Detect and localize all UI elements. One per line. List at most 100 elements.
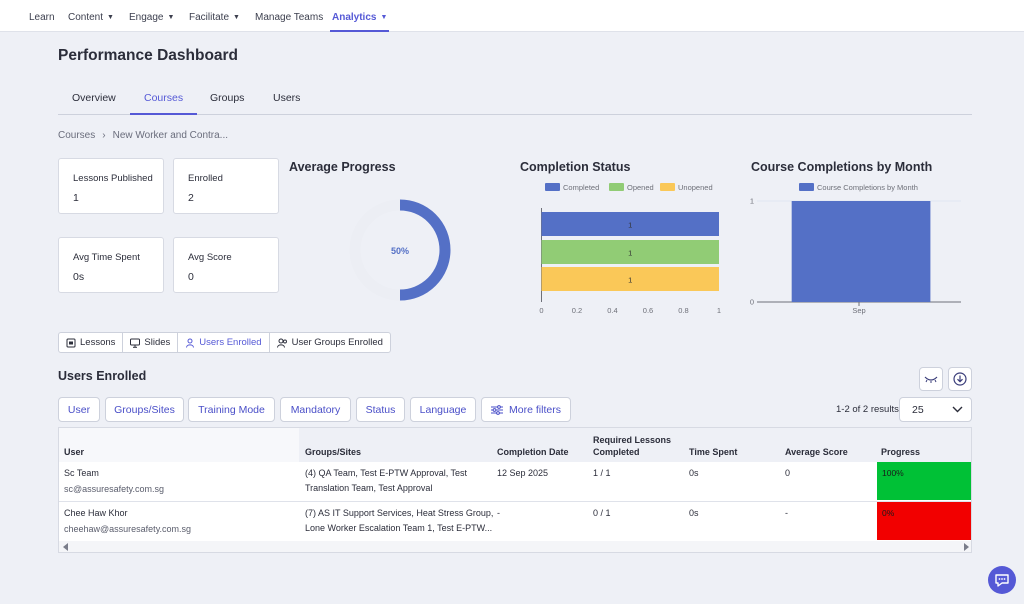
chevron-down-icon: ▼: [167, 14, 175, 21]
col-completion-date[interactable]: Completion Date: [497, 447, 569, 457]
subtab-lessons[interactable]: Lessons: [59, 333, 124, 352]
average-progress-title: Average Progress: [289, 160, 396, 174]
filter-groups-sites[interactable]: Groups/Sites: [105, 397, 184, 422]
chevron-down-icon: ▼: [107, 14, 114, 21]
x-tick-label: 0.2: [572, 306, 582, 315]
row1-time-spent: 0s: [689, 468, 699, 478]
legend-swatch-unopened[interactable]: [660, 183, 675, 191]
x-tick-label: 1: [717, 306, 721, 315]
enrollment-subtabs: Lessons Slides Users Enrolled User Group…: [58, 332, 391, 353]
legend-label-unopened[interactable]: Unopened: [678, 183, 713, 192]
breadcrumb-current: New Worker and Contra...: [112, 130, 229, 141]
bar-sep[interactable]: [791, 201, 931, 302]
page-size-select[interactable]: 25: [899, 397, 972, 422]
nav-analytics[interactable]: Analytics ▼: [330, 0, 390, 32]
nav-engage[interactable]: Engage ▼: [129, 12, 175, 23]
tab-users[interactable]: Users: [273, 92, 301, 104]
row-divider: [59, 501, 971, 502]
col-required-lessons[interactable]: Required Lessons Completed: [593, 435, 672, 457]
chevron-right-icon: ›: [102, 130, 106, 141]
filter-status[interactable]: Status: [356, 397, 405, 422]
breadcrumb-courses[interactable]: Courses: [58, 130, 96, 141]
download-icon: [953, 372, 967, 386]
legend-swatch-opened[interactable]: [609, 183, 624, 191]
tab-courses[interactable]: Courses: [130, 84, 198, 115]
stat-enrolled: Enrolled 2: [173, 158, 279, 214]
legend-label-completed[interactable]: Completed: [563, 183, 599, 192]
horizontal-scrollbar[interactable]: [59, 541, 971, 552]
y-tick-label: 1: [750, 197, 754, 206]
tab-overview[interactable]: Overview: [72, 92, 116, 104]
legend-swatch-completions[interactable]: [799, 183, 814, 191]
x-tick-label: 0.6: [643, 306, 653, 315]
users-enrolled-table: User Groups/Sites Completion Date Requir…: [58, 427, 972, 553]
row2-groups: (7) AS IT Support Services, Heat Stress …: [305, 508, 494, 533]
stat-avg-time-spent: Avg Time Spent 0s: [58, 237, 164, 293]
filter-training-mode[interactable]: Training Mode: [188, 397, 275, 422]
row1-progress: 100%: [877, 462, 971, 500]
legend-label-opened[interactable]: Opened: [627, 183, 654, 192]
donut-percent-label: 50%: [391, 246, 409, 256]
chevron-down-icon: ▼: [380, 14, 388, 21]
chat-icon: [995, 573, 1009, 587]
stat-avg-score: Avg Score 0: [173, 237, 279, 293]
completions-by-month-chart: Course Completions by Month 0 1 Sep: [750, 183, 961, 315]
subtab-user-groups-enrolled[interactable]: User Groups Enrolled: [270, 333, 390, 352]
eye-closed-icon: [924, 376, 938, 383]
scroll-left-icon[interactable]: [62, 542, 70, 552]
scroll-right-icon[interactable]: [962, 542, 970, 552]
nav-learn[interactable]: Learn: [29, 12, 55, 23]
legend-swatch-completed[interactable]: [545, 183, 560, 191]
filter-user[interactable]: User: [58, 397, 100, 422]
filter-language[interactable]: Language: [410, 397, 476, 422]
row2-average-score: -: [785, 508, 788, 518]
col-groups-sites[interactable]: Groups/Sites: [305, 447, 362, 457]
lessons-icon: [66, 338, 76, 347]
toggle-columns-button[interactable]: [919, 367, 943, 391]
row1-user-email: sc@assuresafety.com.sg: [64, 484, 165, 494]
row2-progress: 0%: [877, 502, 971, 540]
bar-value-label: 1: [628, 249, 632, 258]
row1-groups: (4) QA Team, Test E-PTW Approval, Test Tr…: [305, 468, 468, 493]
row2-required-lessons: 0 / 1: [593, 508, 611, 518]
chat-button[interactable]: [988, 566, 1016, 594]
subtab-slides[interactable]: Slides: [123, 333, 179, 352]
bar-opened[interactable]: [541, 240, 720, 264]
stat-lessons-published: Lessons Published 1: [58, 158, 164, 214]
donut-progress-arc: [399, 199, 451, 301]
legend-label-completions[interactable]: Course Completions by Month: [817, 183, 918, 192]
row1-required-lessons: 1 / 1: [593, 468, 611, 478]
more-filters-button[interactable]: More filters: [481, 397, 571, 422]
download-button[interactable]: [948, 367, 972, 391]
completion-status-chart: Completed Opened Unopened 1 1 1 0 0.2 0.4 0.6 0.…: [539, 183, 721, 315]
row2-time-spent: 0s: [689, 508, 699, 518]
nav-manage-teams[interactable]: Manage Teams: [255, 12, 324, 23]
nav-facilitate[interactable]: Facilitate ▼: [189, 12, 240, 23]
bar-value-label: 1: [628, 276, 632, 285]
col-time-spent[interactable]: Time Spent: [689, 447, 738, 457]
slides-icon: [130, 338, 141, 348]
row2-user-email: cheehaw@assuresafety.com.sg: [64, 524, 192, 534]
table-header-user-cell: [59, 428, 299, 462]
row1-user-name: Sc Team: [64, 468, 99, 478]
results-count: 1-2 of 2 results: [836, 404, 899, 415]
row1-average-score: 0: [785, 468, 791, 478]
nav-content[interactable]: Content ▼: [68, 12, 114, 23]
breadcrumb: Courses › New Worker and Contra...: [58, 130, 228, 141]
x-tick-label: Sep: [852, 306, 865, 315]
col-average-score[interactable]: Average Score: [785, 447, 848, 457]
tab-bar: Overview Courses Groups Users: [58, 84, 972, 115]
bar-completed[interactable]: [541, 212, 720, 236]
completions-by-month-title: Course Completions by Month: [751, 160, 933, 174]
y-tick-label: 0: [750, 298, 754, 307]
row2-completion-date: -: [497, 508, 500, 518]
col-progress[interactable]: Progress: [881, 447, 921, 457]
bar-unopened[interactable]: [541, 267, 720, 291]
subtab-users-enrolled[interactable]: Users Enrolled: [178, 333, 270, 352]
col-user[interactable]: User: [64, 447, 85, 457]
users-enrolled-title: Users Enrolled: [58, 369, 147, 383]
filter-mandatory[interactable]: Mandatory: [280, 397, 351, 422]
chevron-down-icon: [952, 406, 963, 413]
tab-groups[interactable]: Groups: [210, 92, 245, 104]
user-icon: [186, 338, 195, 348]
